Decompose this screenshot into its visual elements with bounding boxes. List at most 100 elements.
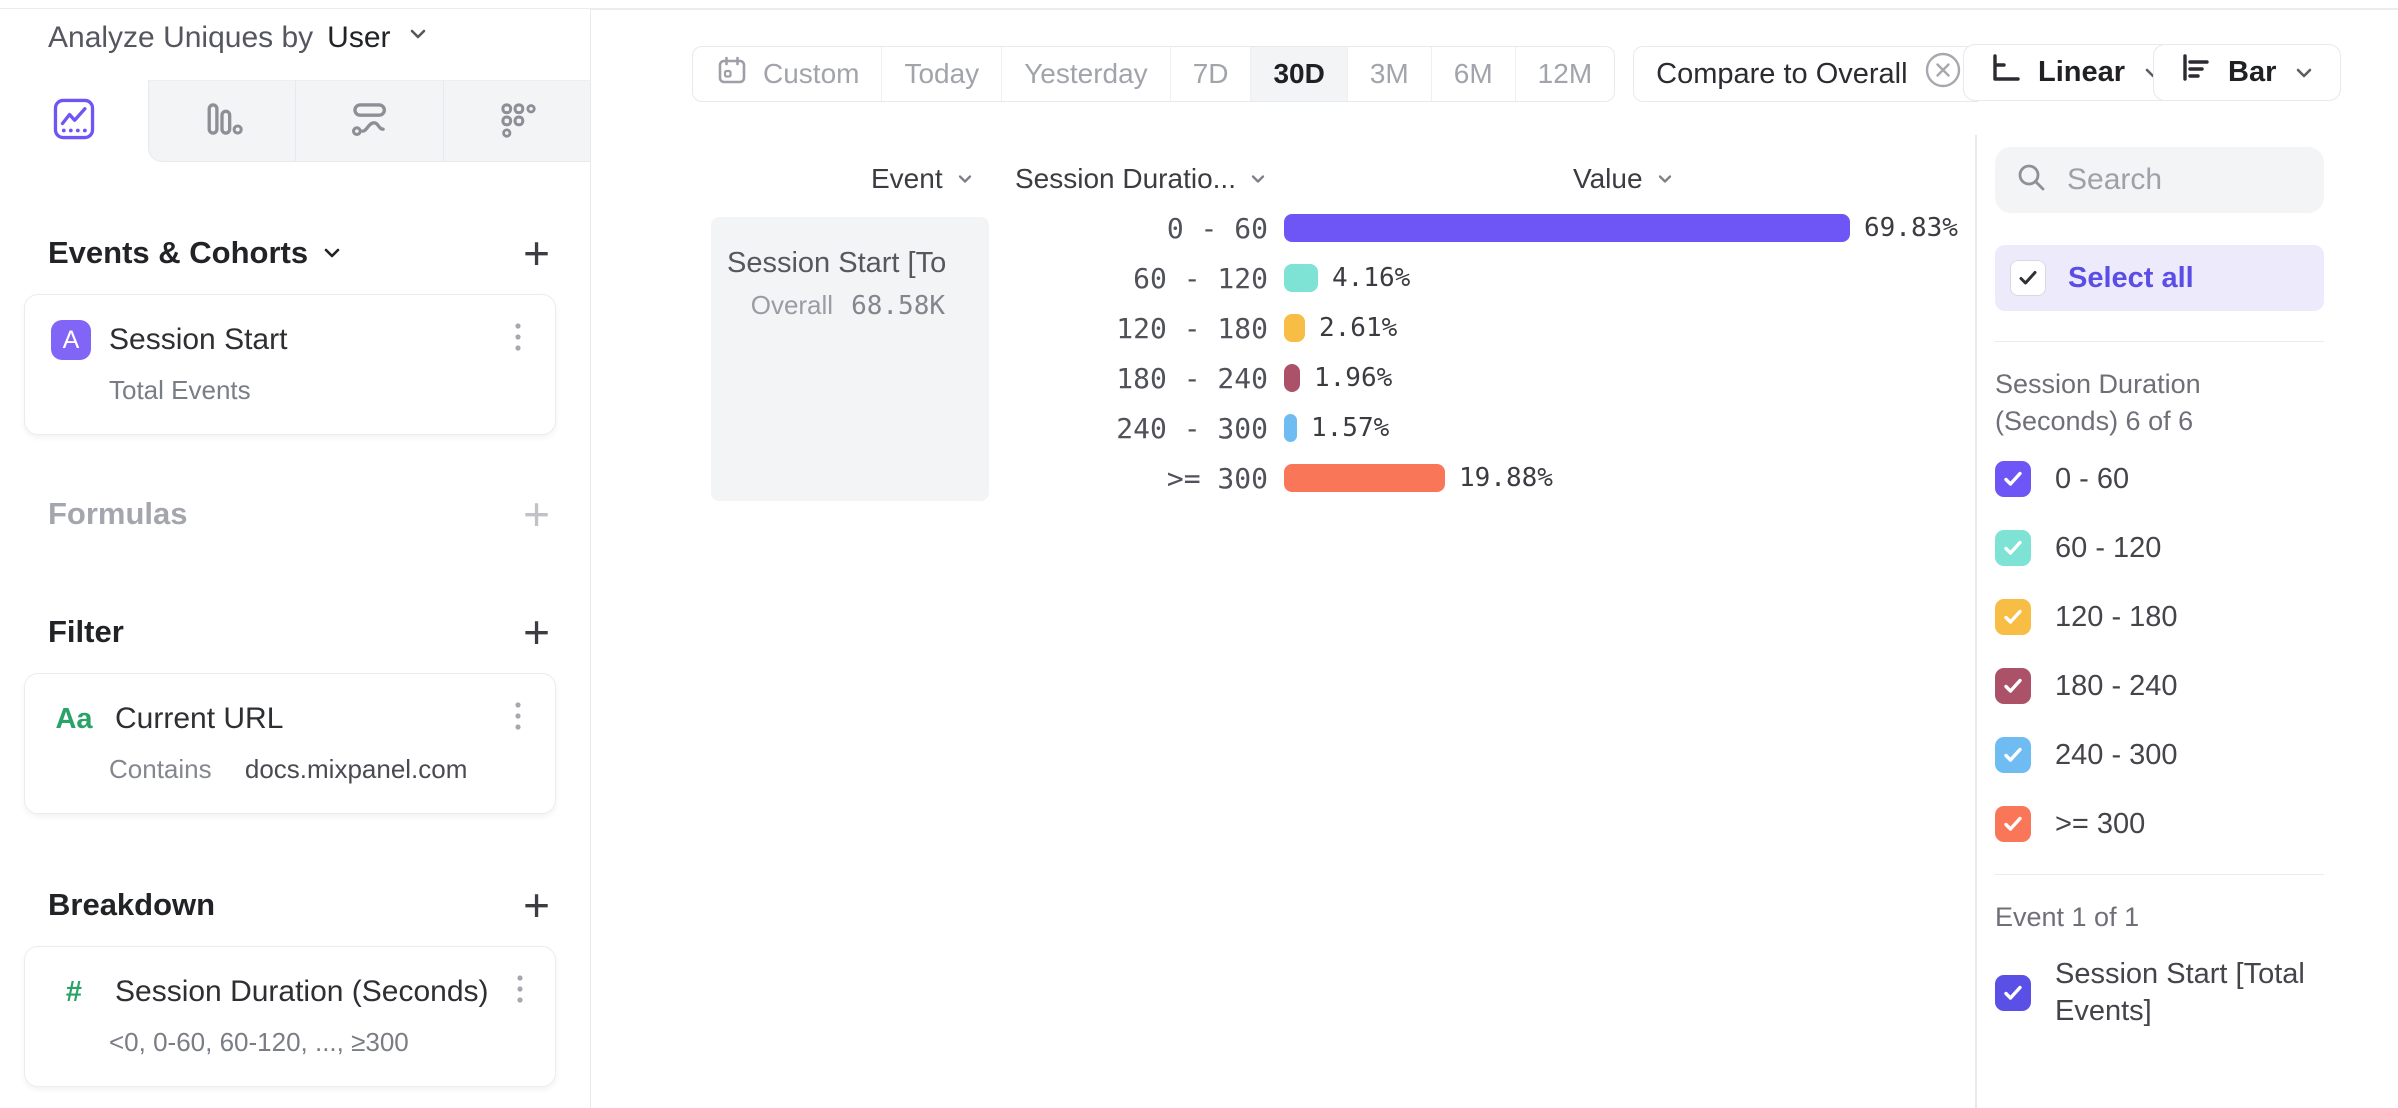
value-label: 4.16% xyxy=(1332,263,1411,293)
colored-checkbox[interactable] xyxy=(1995,737,2031,773)
colored-checkbox[interactable] xyxy=(1995,599,2031,635)
date-preset-12m[interactable]: 12M xyxy=(1514,47,1614,101)
option-label: 120 - 180 xyxy=(2055,600,2178,633)
chart-row: 60 - 120 4.16% xyxy=(990,253,1990,303)
chart-type-dropdown-button[interactable]: Bar xyxy=(2153,44,2342,101)
date-preset-custom[interactable]: Custom xyxy=(693,47,881,101)
kebab-menu-icon[interactable] xyxy=(507,966,533,1019)
search-input[interactable] xyxy=(2067,163,2304,197)
colored-checkbox[interactable] xyxy=(1995,461,2031,497)
builder-sections: Events & Cohorts + A Session Start Total… xyxy=(0,162,590,1087)
date-preset-3m[interactable]: 3M xyxy=(1346,47,1431,101)
bar-chart: 0 - 60 69.83% 60 - 120 4.16% 120 - 180 2.61% 1… xyxy=(990,203,1990,503)
colored-checkbox[interactable] xyxy=(1995,668,2031,704)
add-breakdown-button[interactable]: + xyxy=(523,879,550,931)
option-list: 0 - 60 60 - 120 120 - 180 180 - 240 240 - 30… xyxy=(1995,460,2324,843)
filter-value[interactable]: docs.mixpanel.com xyxy=(244,754,468,784)
overall-label: Overall xyxy=(750,290,834,320)
series-badge: A xyxy=(51,320,91,360)
chart-row: 240 - 300 1.57% xyxy=(990,403,1990,453)
select-all-label: Select all xyxy=(2068,261,2194,294)
select-all-row[interactable]: Select all xyxy=(1995,245,2324,311)
formulas-section-title: Formulas xyxy=(48,496,188,531)
chevron-down-icon[interactable] xyxy=(405,21,431,55)
value-column-header[interactable]: Value xyxy=(1573,163,1675,195)
filter-section-header: Filter + xyxy=(24,606,556,658)
value-bar[interactable] xyxy=(1284,414,1297,442)
tab-retention[interactable] xyxy=(442,80,590,162)
chevron-down-icon xyxy=(1658,175,1671,183)
date-preset-yesterday[interactable]: Yesterday xyxy=(1001,47,1170,101)
segment-option[interactable]: 0 - 60 xyxy=(1995,460,2324,498)
search-icon xyxy=(2015,161,2049,200)
value-bar[interactable] xyxy=(1284,214,1850,242)
segment-option[interactable]: >= 300 xyxy=(1995,805,2324,843)
segment-option[interactable]: 60 - 120 xyxy=(1995,529,2324,567)
query-builder-sidebar: Analyze Uniques by User Events & Cohorts… xyxy=(0,9,591,1108)
event-cell-title: Session Start [To... xyxy=(727,247,945,279)
tab-insights[interactable] xyxy=(0,80,148,162)
colored-checkbox[interactable] xyxy=(1995,806,2031,842)
colored-checkbox[interactable] xyxy=(1995,530,2031,566)
add-event-button[interactable]: + xyxy=(523,227,550,279)
date-preset-7d[interactable]: 7D xyxy=(1169,47,1251,101)
event-column-header[interactable]: Event xyxy=(871,163,975,195)
breakdown-card-title: Session Duration (Seconds) xyxy=(115,975,489,1008)
date-preset-today[interactable]: Today xyxy=(881,47,1001,101)
legend-section-segments: Session Duration (Seconds) 6 of 6 0 - 60 6… xyxy=(1995,341,2324,843)
value-label: 1.96% xyxy=(1314,363,1393,393)
calendar-icon xyxy=(715,54,749,95)
date-preset-30d[interactable]: 30D xyxy=(1250,47,1347,101)
category-label: 120 - 180 xyxy=(1116,311,1268,345)
event-row-cell[interactable]: Session Start [To... Overall 68.58K xyxy=(711,217,989,501)
add-filter-button[interactable]: + xyxy=(523,606,550,658)
chart-row: 180 - 240 1.96% xyxy=(990,353,1990,403)
date-preset-6m[interactable]: 6M xyxy=(1430,47,1515,101)
events-section-header: Events & Cohorts + xyxy=(24,227,556,279)
breakdown-buckets[interactable]: <0, 0-60, 60-120, ..., ≥300 xyxy=(109,1027,409,1057)
segment-option[interactable]: 120 - 180 xyxy=(1995,598,2324,636)
kebab-menu-icon[interactable] xyxy=(505,314,531,367)
section-divider xyxy=(1995,341,2324,342)
filter-operator[interactable]: Contains xyxy=(109,754,212,784)
option-list: Session Start [Total Events] xyxy=(1995,956,2324,1030)
event-option[interactable]: Session Start [Total Events] xyxy=(1995,956,2324,1030)
segment-option[interactable]: 240 - 300 xyxy=(1995,736,2324,774)
formulas-section-header: Formulas + xyxy=(24,488,556,540)
tab-funnels[interactable] xyxy=(147,80,295,162)
value-bar[interactable] xyxy=(1284,264,1318,292)
analyze-label: Analyze Uniques by xyxy=(48,21,314,54)
compare-to-overall-button[interactable]: Compare to Overall xyxy=(1633,46,1985,102)
tab-flows[interactable] xyxy=(295,80,443,162)
add-formula-button[interactable]: + xyxy=(523,488,550,540)
breakdown-column-header[interactable]: Session Duratio... xyxy=(1015,163,1268,195)
chevron-down-icon xyxy=(958,175,971,183)
breakdown-card-session-duration[interactable]: # Session Duration (Seconds) <0, 0-60, 6… xyxy=(24,946,556,1087)
select-all-checkbox[interactable] xyxy=(2010,260,2046,296)
option-label: >= 300 xyxy=(2055,807,2146,840)
chart-row: 0 - 60 69.83% xyxy=(990,203,1990,253)
legend-search[interactable] xyxy=(1995,147,2324,213)
scale-dropdown-button[interactable]: Linear xyxy=(1963,44,2191,101)
kebab-menu-icon[interactable] xyxy=(505,693,531,746)
colored-checkbox[interactable] xyxy=(1995,975,2031,1011)
number-property-icon: # xyxy=(65,975,83,1008)
analyze-value-dropdown[interactable]: User xyxy=(327,21,391,54)
value-bar[interactable] xyxy=(1284,464,1445,492)
value-label: 1.57% xyxy=(1311,413,1390,443)
chevron-down-icon xyxy=(1251,175,1265,183)
legend-sections: Session Duration (Seconds) 6 of 6 0 - 60 6… xyxy=(1995,341,2324,1030)
category-label: 240 - 300 xyxy=(1116,411,1268,445)
circle-x-icon[interactable] xyxy=(1924,51,1962,97)
value-bar[interactable] xyxy=(1284,314,1305,342)
event-card-session-start[interactable]: A Session Start Total Events xyxy=(24,294,556,435)
value-bar[interactable] xyxy=(1284,364,1300,392)
option-label: 240 - 300 xyxy=(2055,738,2178,771)
segment-option[interactable]: 180 - 240 xyxy=(1995,667,2324,705)
insights-chart-icon xyxy=(51,96,97,147)
section-divider xyxy=(1995,874,2324,875)
report-type-tabs xyxy=(0,80,590,162)
filter-condition[interactable]: Contains docs.mixpanel.com xyxy=(109,754,531,785)
event-measurement[interactable]: Total Events xyxy=(109,375,251,405)
filter-card-current-url[interactable]: Aa Current URL Contains docs.mixpanel.co… xyxy=(24,673,556,814)
